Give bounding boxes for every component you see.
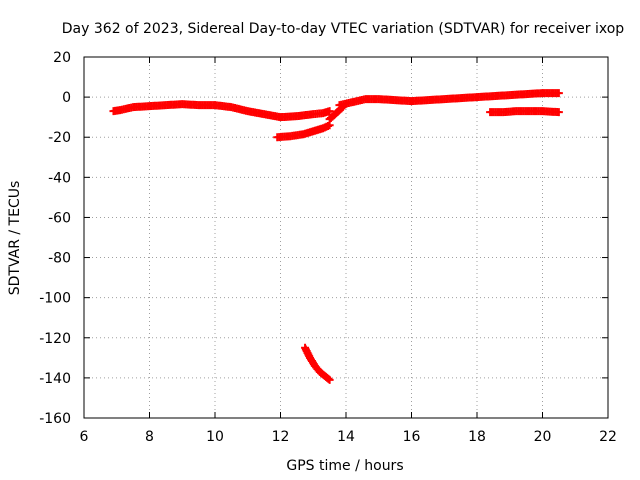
y-tick-label: -60 xyxy=(48,210,71,226)
chart-title: Day 362 of 2023, Sidereal Day-to-day VTE… xyxy=(62,21,625,37)
data-point xyxy=(325,107,334,116)
series-recovery-track xyxy=(335,89,563,110)
x-tick-label: 18 xyxy=(468,429,486,445)
x-tick-label: 6 xyxy=(80,429,89,445)
y-tick-label: -120 xyxy=(39,331,71,347)
series-main-track xyxy=(109,100,334,122)
x-axis-title: GPS time / hours xyxy=(286,458,403,474)
x-tick-label: 8 xyxy=(145,429,154,445)
y-tick-label: 0 xyxy=(62,90,71,106)
x-tick-label: 12 xyxy=(272,429,290,445)
data-points xyxy=(109,89,563,384)
data-point xyxy=(324,374,333,383)
y-axis-title: SDTVAR / TECUs xyxy=(7,181,23,296)
data-point xyxy=(325,375,334,384)
x-tick-label: 20 xyxy=(534,429,552,445)
x-tick-label: 16 xyxy=(403,429,421,445)
y-tick-label: -80 xyxy=(48,251,71,267)
series-lower-segment xyxy=(273,121,334,142)
series-outlier-arc xyxy=(301,343,334,384)
y-tick-label: 20 xyxy=(53,50,71,66)
series-offset-segment xyxy=(486,107,563,117)
y-tick-label: -100 xyxy=(39,291,71,307)
y-tick-label: -140 xyxy=(39,371,71,387)
axis-ticks: 6 8 10 12 14 16 18 20 22 20 0 -20 -40 -60 -80 -100 -120 -… xyxy=(39,50,617,445)
series-rising-step xyxy=(325,103,347,124)
x-tick-label: 14 xyxy=(337,429,355,445)
y-tick-label: -40 xyxy=(48,170,71,186)
data-point xyxy=(554,108,563,117)
x-tick-label: 10 xyxy=(206,429,224,445)
y-tick-label: -20 xyxy=(48,130,71,146)
x-tick-label: 22 xyxy=(599,429,617,445)
y-tick-label: -160 xyxy=(39,411,71,427)
data-point xyxy=(554,89,563,98)
